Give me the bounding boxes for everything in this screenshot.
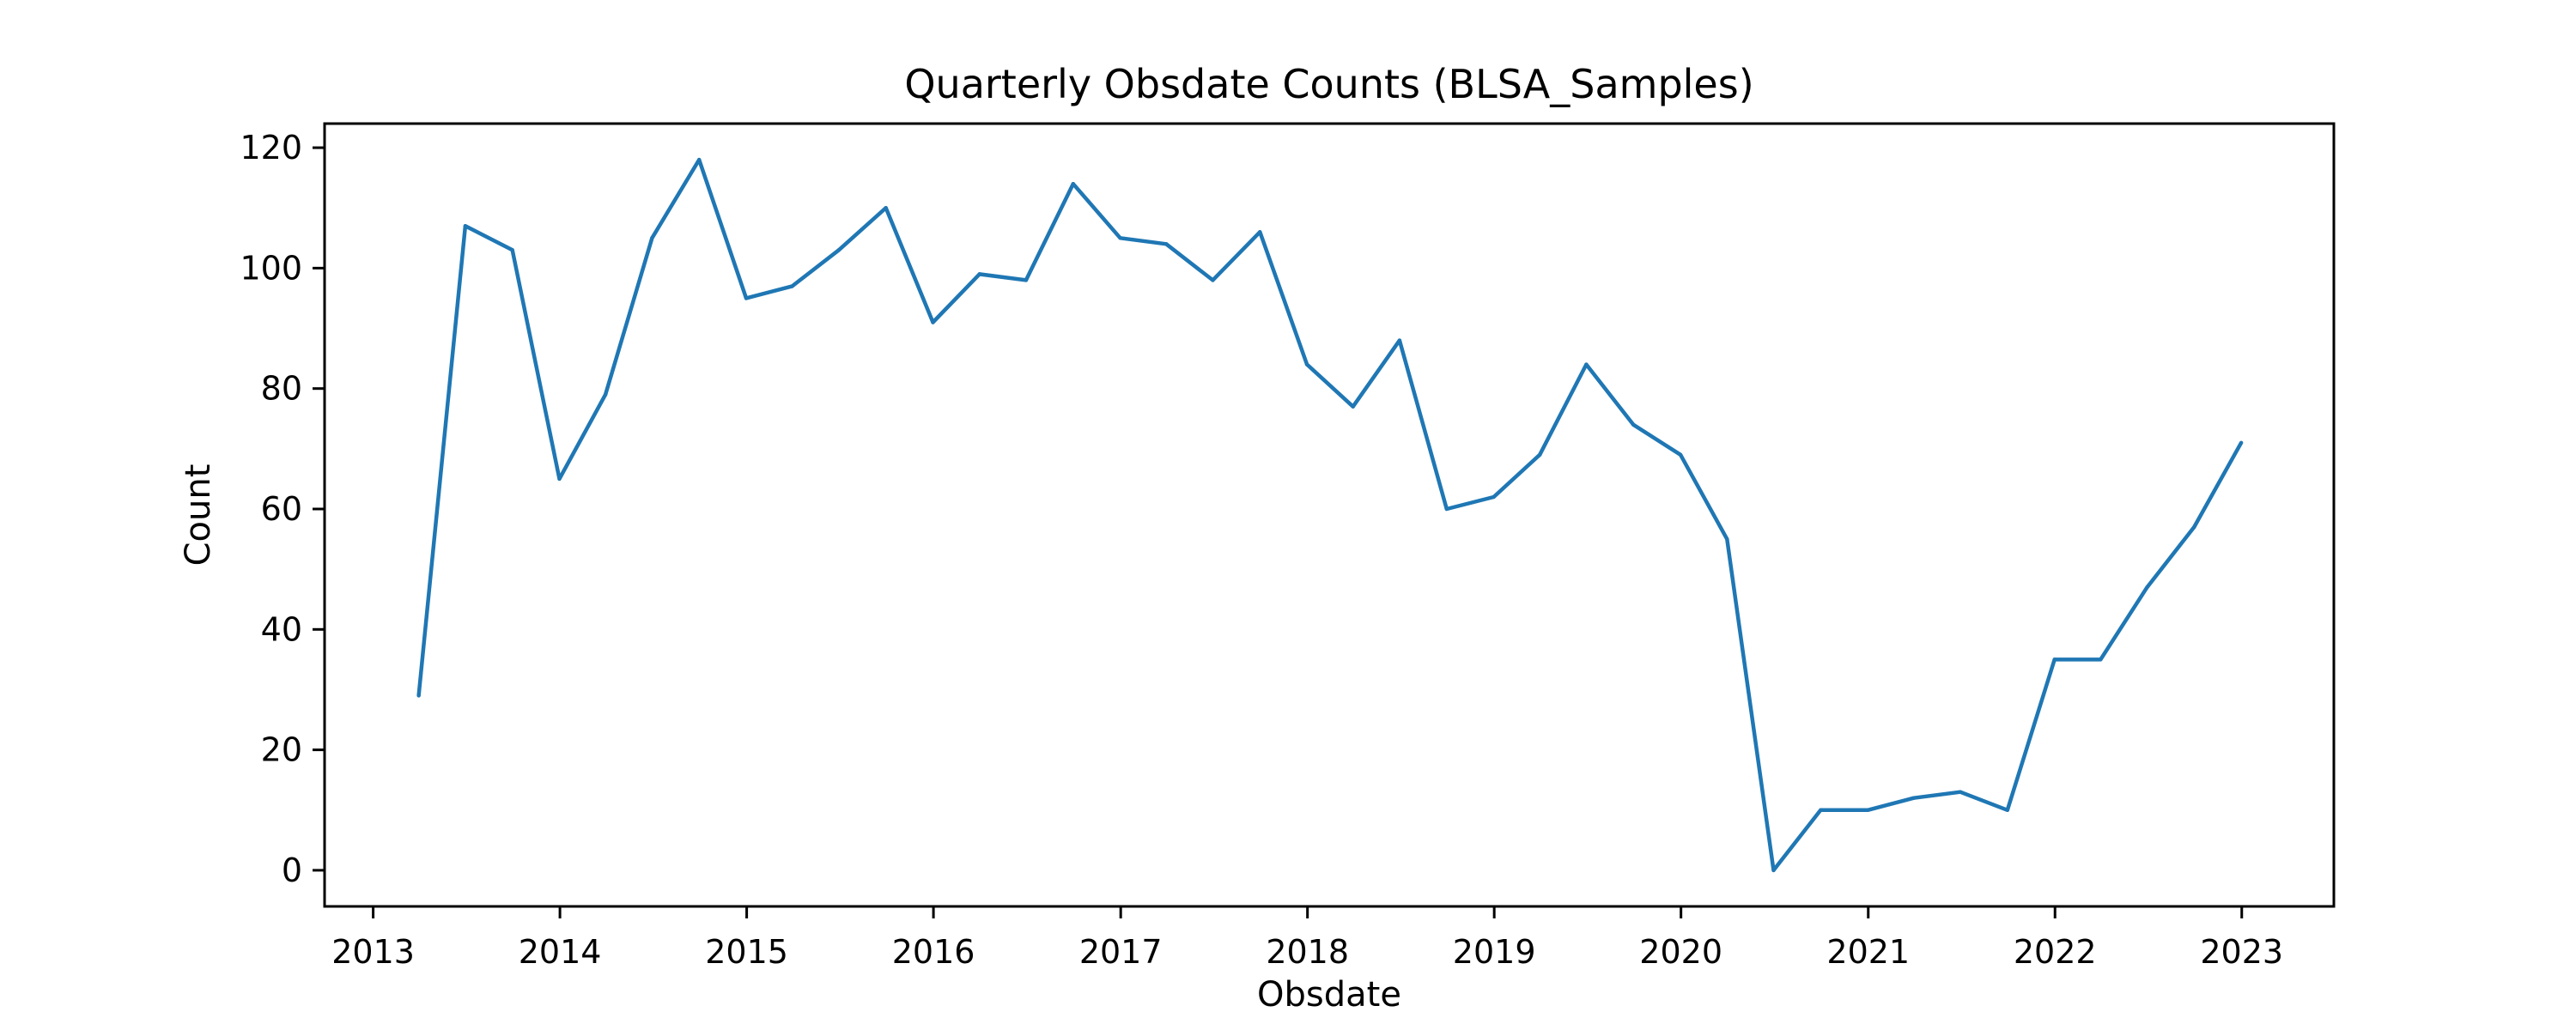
data-point: [1492, 494, 1496, 500]
data-point: [463, 224, 468, 228]
data-point: [1725, 536, 1729, 542]
data-point: [1164, 242, 1169, 246]
y-tick-label: 20: [261, 731, 302, 769]
data-point: [1351, 404, 1355, 409]
data-point: [1958, 790, 1963, 794]
data-point: [650, 236, 654, 240]
x-tick-label: 2013: [331, 933, 415, 971]
data-point: [1538, 452, 1542, 457]
data-point: [2239, 440, 2244, 445]
y-tick-label: 60: [261, 490, 302, 528]
data-point: [1258, 230, 1262, 234]
data-point: [1678, 452, 1683, 457]
data-point: [1211, 278, 1215, 282]
y-tick-label: 40: [261, 610, 302, 648]
x-tick-label: 2018: [1266, 933, 1349, 971]
data-point: [1771, 868, 1776, 873]
data-point: [1911, 796, 1916, 800]
y-axis: 0 20 40 60 80 100 120: [240, 129, 325, 889]
data-point: [884, 206, 888, 210]
data-point: [1631, 422, 1636, 427]
x-tick-label: 2020: [1639, 933, 1722, 971]
x-tick-label: 2022: [2014, 933, 2097, 971]
plot-frame: [323, 122, 2336, 908]
x-axis: 2013 2014 2015 2016 2017 2018 2019 2020 2021 2022…: [331, 906, 2283, 971]
data-point: [2099, 657, 2103, 662]
series-layer: [416, 157, 2244, 873]
data-point: [744, 296, 749, 300]
series-line: [416, 157, 2244, 873]
x-tick-label: 2014: [519, 933, 602, 971]
data-point: [2052, 657, 2057, 662]
data-point: [603, 392, 608, 397]
y-tick-label: 0: [282, 851, 302, 889]
data-point: [510, 248, 514, 252]
data-point: [931, 320, 935, 324]
y-tick-label: 80: [261, 370, 302, 408]
data-point: [557, 476, 562, 482]
data-point: [790, 284, 794, 288]
y-tick-label: 120: [240, 129, 302, 167]
data-point: [1397, 338, 1402, 342]
data-point: [836, 248, 841, 252]
data-point: [1865, 808, 1870, 812]
data-point: [1819, 808, 1823, 812]
data-point: [1304, 362, 1309, 367]
data-point: [2005, 808, 2010, 812]
y-tick-label: 100: [240, 249, 302, 287]
data-point: [2192, 524, 2196, 530]
x-tick-label: 2017: [1079, 933, 1163, 971]
data-point: [416, 694, 421, 698]
data-point: [1444, 506, 1449, 512]
data-point: [1024, 278, 1029, 282]
x-tick-label: 2016: [892, 933, 975, 971]
x-tick-label: 2021: [1826, 933, 1910, 971]
chart-title: Quarterly Obsdate Counts (BLSA_Samples): [904, 61, 1753, 107]
data-point: [2145, 585, 2149, 590]
x-tick-label: 2023: [2200, 933, 2283, 971]
data-point: [696, 157, 702, 162]
data-point: [1118, 236, 1122, 240]
data-point: [977, 272, 981, 276]
x-tick-label: 2015: [705, 933, 788, 971]
data-point: [1071, 181, 1075, 186]
x-tick-label: 2019: [1453, 933, 1536, 971]
data-point: [1584, 362, 1589, 367]
y-axis-label: Count: [179, 464, 218, 566]
x-axis-label: Obsdate: [1257, 975, 1401, 1015]
